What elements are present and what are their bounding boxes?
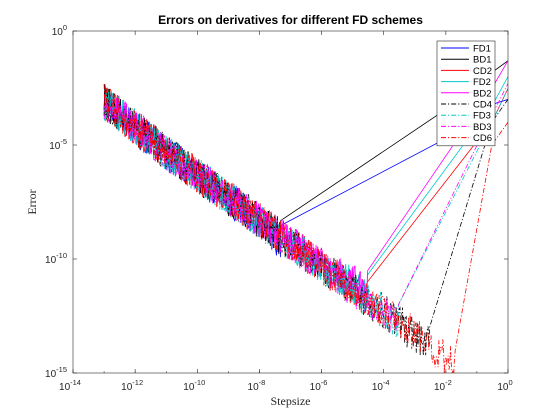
y-axis-label: Error: [25, 189, 39, 214]
legend-label: BD1: [473, 55, 491, 66]
legend-label: BD3: [473, 122, 491, 133]
legend-label: CD2: [473, 66, 492, 77]
legend-label: CD4: [473, 100, 492, 111]
legend-label: CD6: [473, 133, 492, 144]
x-axis-label: Stepsize: [271, 394, 311, 408]
legend-label: FD1: [473, 44, 491, 55]
legend-label: FD2: [473, 77, 491, 88]
legend-label: BD2: [473, 88, 491, 99]
chart-title: Errors on derivatives for different FD s…: [158, 13, 423, 27]
legend-label: FD3: [473, 111, 491, 122]
